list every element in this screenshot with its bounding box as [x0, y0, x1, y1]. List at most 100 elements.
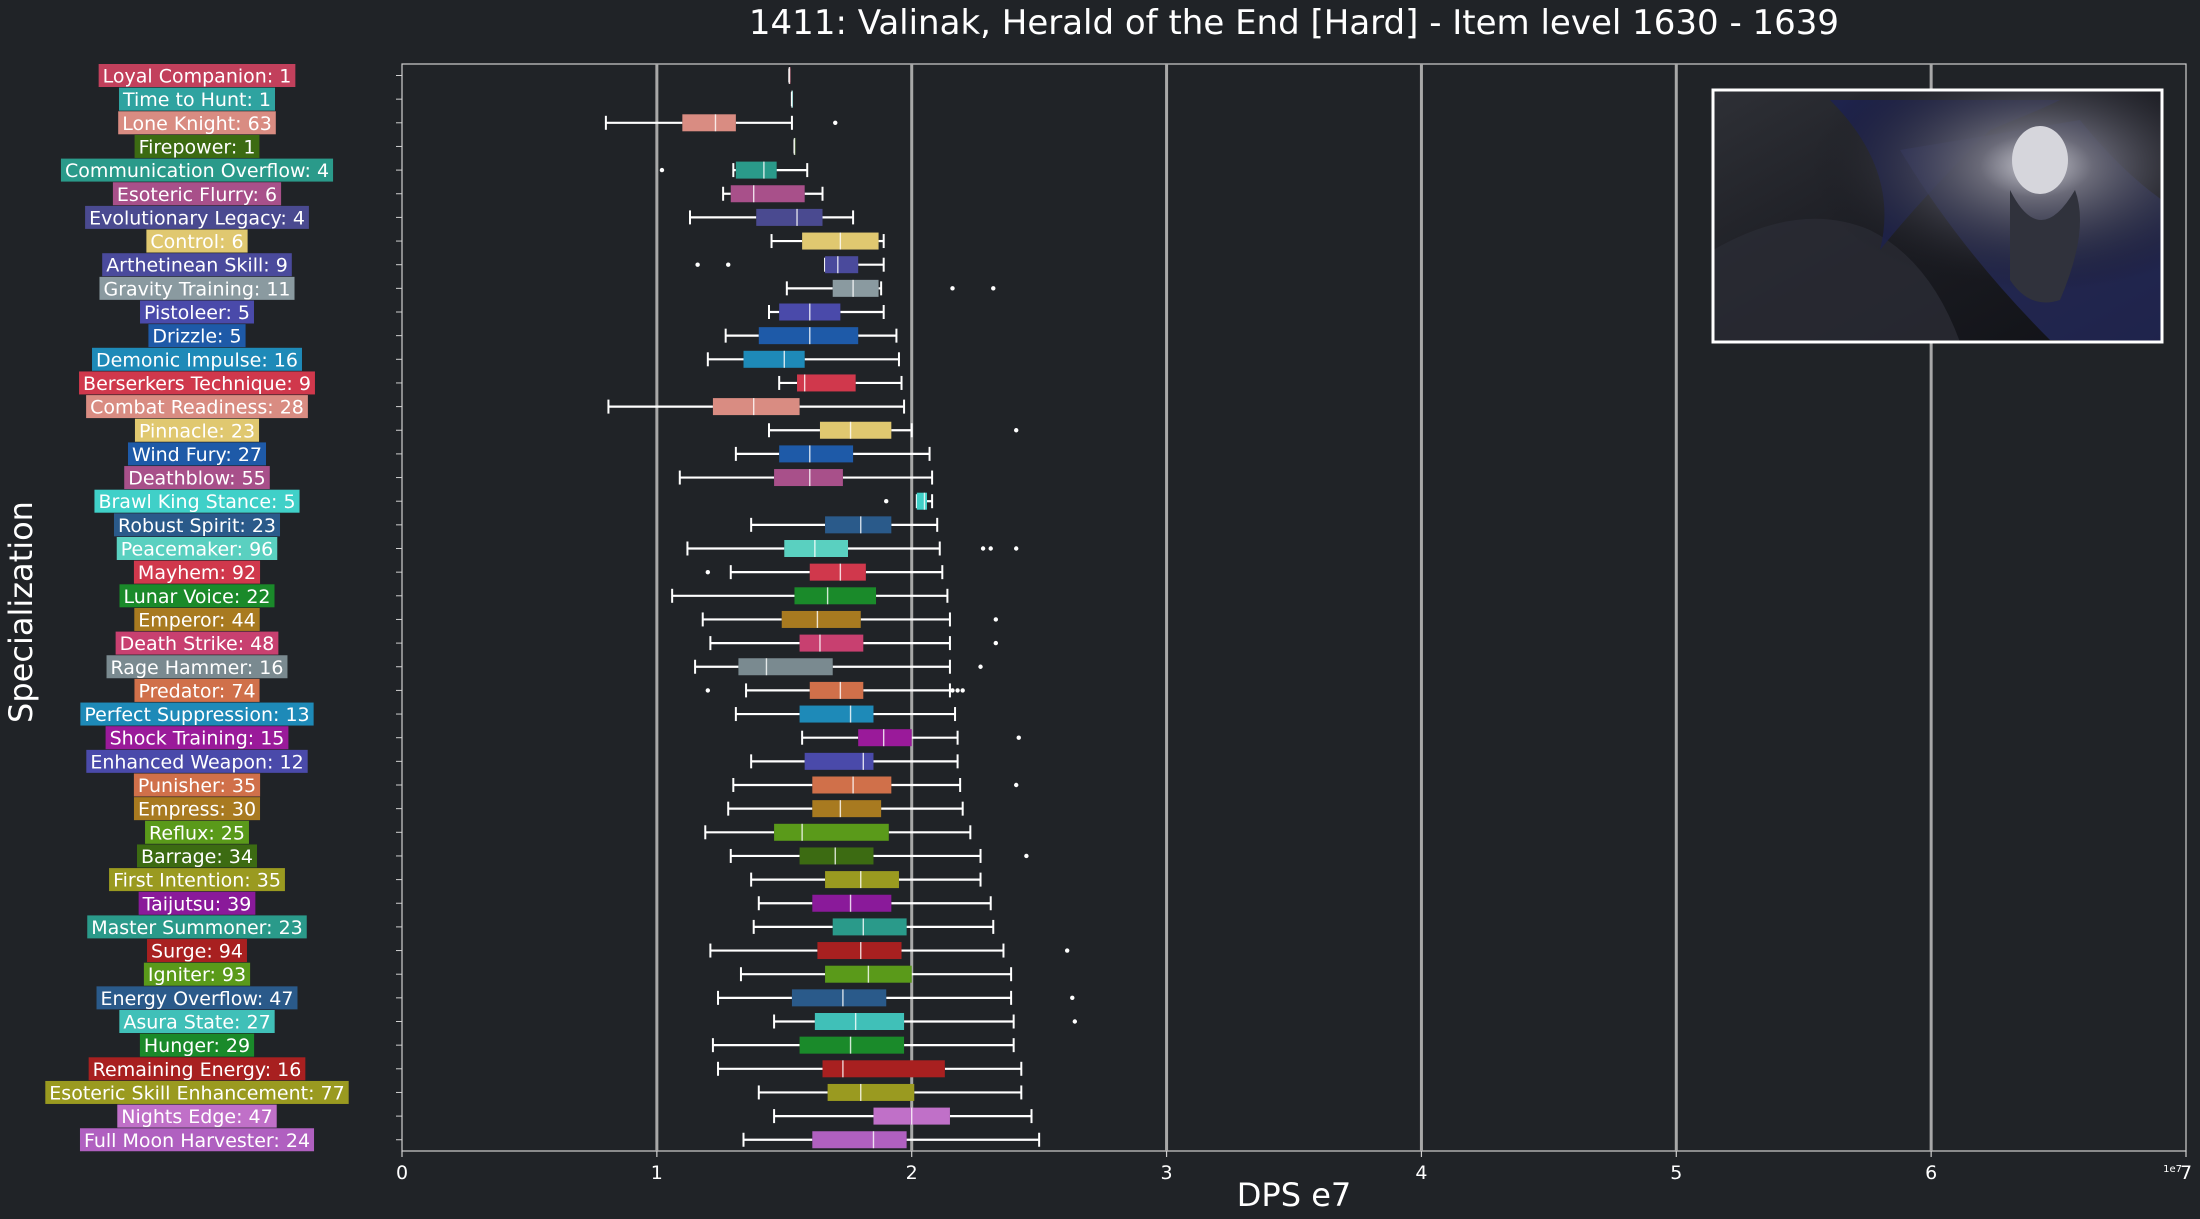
- box: [712, 398, 800, 416]
- category-label: Enhanced Weapon: 12: [90, 751, 303, 773]
- category-label: Gravity Training: 11: [103, 278, 290, 300]
- box-item: [705, 681, 965, 699]
- category-label-bg: [105, 726, 289, 750]
- x-tick-label: 7: [2180, 1162, 2192, 1184]
- box: [756, 208, 823, 226]
- outlier-point: [1014, 782, 1019, 788]
- box-item: [767, 421, 1019, 439]
- category-label: Predator: 74: [138, 680, 255, 702]
- category-label: Firepower: 1: [139, 136, 256, 158]
- category-label-bg: [106, 655, 288, 679]
- outlier-point: [1024, 853, 1029, 859]
- box-item: [884, 492, 934, 510]
- category-label: Lunar Voice: 22: [123, 586, 270, 608]
- box: [784, 540, 848, 557]
- category-label-bg: [118, 111, 276, 135]
- category-label: Shock Training: 15: [110, 728, 285, 750]
- box-item: [770, 232, 885, 250]
- box: [794, 587, 877, 605]
- plot-frame: [401, 63, 2187, 1152]
- box-item: [709, 634, 999, 652]
- category-label: Communication Overflow: 4: [65, 160, 329, 182]
- category-label-bg: [119, 1010, 275, 1033]
- box-item: [752, 918, 995, 936]
- box-item: [739, 965, 1013, 983]
- category-label: Nights Edge: 47: [121, 1106, 272, 1128]
- category-label: Empress: 30: [138, 799, 256, 821]
- category-label-bg: [133, 797, 261, 821]
- box-item: [709, 942, 1070, 960]
- box: [730, 185, 805, 203]
- category-label: Esoteric Flurry: 6: [117, 184, 277, 206]
- category-label: Remaining Energy: 16: [93, 1059, 302, 1081]
- category-label-bg: [79, 371, 315, 395]
- box-item: [722, 185, 824, 203]
- x-tick-label: 1: [651, 1162, 663, 1184]
- x-tick-label: 4: [1415, 1162, 1427, 1184]
- outlier-point: [1064, 948, 1070, 953]
- category-label: Time to Hunt: 1: [122, 89, 271, 111]
- category-label-bg: [86, 395, 308, 419]
- outlier-point: [884, 499, 889, 504]
- category-label: Pinnacle: 23: [139, 420, 255, 442]
- outlier-point: [705, 569, 711, 575]
- box: [779, 445, 854, 463]
- category-label-bg: [118, 87, 276, 111]
- category-label: Robust Spirit: 23: [118, 515, 276, 537]
- category-label-bg: [140, 300, 254, 324]
- box-item: [778, 374, 903, 392]
- chart-title: 1411: Valinak, Herald of the End [Hard] …: [749, 3, 1839, 43]
- box-item: [750, 871, 982, 889]
- category-label: Control: 6: [150, 231, 243, 253]
- outlier-point: [705, 688, 711, 693]
- box-item: [793, 137, 796, 155]
- box: [832, 918, 907, 936]
- x-offset-label: 1e7: [2163, 1164, 2182, 1175]
- x-tick-label: 5: [1670, 1162, 1682, 1184]
- category-label-bg: [96, 986, 298, 1010]
- box-item: [686, 540, 1019, 557]
- box-item: [801, 729, 1021, 747]
- box-item: [750, 516, 939, 534]
- box: [774, 469, 843, 487]
- box-item: [717, 989, 1075, 1007]
- box-item: [607, 398, 906, 416]
- box-item: [773, 1013, 1078, 1030]
- category-label-bg: [134, 418, 260, 442]
- category-label: Igniter: 93: [148, 964, 246, 986]
- box: [822, 1060, 945, 1078]
- outlier-point: [960, 688, 965, 693]
- box: [799, 847, 874, 865]
- category-label-bg: [139, 1033, 255, 1057]
- outlier-point: [1016, 735, 1021, 740]
- category-label-bg: [137, 844, 257, 868]
- outlier-point: [695, 262, 700, 267]
- outlier-point: [1070, 995, 1075, 1001]
- box: [738, 658, 833, 676]
- category-label-bg: [88, 1057, 306, 1081]
- category-label: Wind Fury: 27: [132, 444, 262, 466]
- box-item: [711, 1036, 1015, 1054]
- category-label: Berserkers Technique: 9: [83, 373, 311, 395]
- box-item: [717, 1060, 1023, 1078]
- category-label-bg: [109, 868, 285, 892]
- category-label-bg: [80, 702, 314, 726]
- category-label: Combat Readiness: 28: [90, 397, 304, 419]
- category-label-bg: [143, 962, 251, 986]
- x-tick-label: 2: [906, 1162, 918, 1184]
- box-item: [732, 776, 1019, 794]
- box-item: [695, 256, 885, 274]
- box-item: [694, 658, 983, 676]
- category-label: Reflux: 25: [149, 822, 245, 844]
- box: [799, 1036, 905, 1054]
- box-item: [727, 800, 964, 818]
- category-label: First Intention: 35: [113, 870, 281, 892]
- category-label-bg: [127, 442, 267, 466]
- box-item: [659, 161, 809, 179]
- category-label: Hunger: 29: [144, 1035, 250, 1057]
- box-item: [750, 752, 959, 770]
- outlier-point: [1014, 428, 1019, 433]
- box: [809, 681, 864, 699]
- category-label-bg: [115, 631, 279, 655]
